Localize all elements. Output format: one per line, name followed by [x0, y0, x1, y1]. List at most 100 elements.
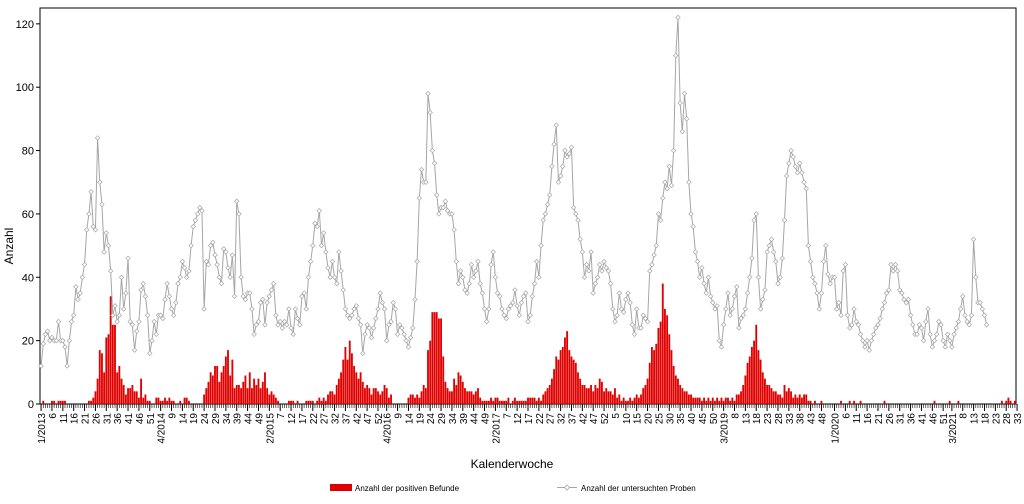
bar: [724, 397, 727, 404]
bar: [524, 400, 527, 404]
line-point: [353, 303, 359, 309]
line-point: [920, 337, 927, 344]
bar: [470, 391, 473, 404]
bar: [957, 400, 960, 404]
line-point: [914, 331, 920, 337]
bar: [233, 388, 236, 404]
line-point: [642, 315, 649, 322]
bar: [327, 394, 329, 404]
bar: [227, 350, 229, 404]
x-tick-label: 32: [557, 413, 568, 425]
bar: [98, 350, 101, 404]
bar: [170, 400, 173, 404]
line-point: [123, 290, 129, 296]
x-tick-label: 31: [102, 413, 113, 425]
line-point: [377, 290, 383, 296]
bar: [183, 397, 186, 404]
x-tick-label: 21: [81, 413, 92, 425]
line-point: [53, 337, 59, 344]
bar: [655, 343, 658, 404]
line-point: [877, 315, 883, 322]
x-tick-label: 38: [796, 413, 807, 425]
line-point: [281, 318, 288, 325]
line-point: [168, 306, 175, 312]
bar: [203, 394, 206, 404]
bar: [277, 400, 279, 404]
bar: [587, 388, 590, 404]
line-point: [890, 268, 896, 274]
bar: [296, 400, 299, 404]
x-tick-label: 52: [600, 413, 611, 425]
bar: [553, 369, 556, 404]
line-point: [960, 293, 966, 299]
line-point: [694, 258, 701, 265]
line-point: [116, 312, 123, 318]
x-tick-label: 2/2015: [265, 413, 276, 444]
line-point: [301, 290, 307, 296]
bar: [268, 394, 271, 404]
bar: [479, 397, 482, 404]
line-point: [564, 154, 570, 160]
line-point: [362, 331, 368, 337]
line-point: [242, 296, 249, 303]
bar: [418, 397, 421, 404]
bar: [407, 397, 410, 404]
bar: [211, 375, 214, 404]
line-point: [407, 334, 414, 341]
line-point: [597, 261, 603, 268]
line-point: [699, 265, 705, 271]
bar: [331, 391, 334, 404]
y-tick-label: 40: [22, 272, 34, 284]
x-tick-label: 49: [254, 413, 265, 425]
bar: [633, 397, 636, 404]
bar: [457, 372, 460, 404]
line-point: [199, 208, 205, 214]
bar: [670, 350, 673, 404]
line-point: [316, 208, 323, 214]
line-point: [775, 280, 781, 287]
line-point: [949, 344, 955, 350]
bar: [96, 378, 99, 404]
bar: [374, 388, 377, 404]
line-point: [629, 322, 636, 328]
bar: [161, 400, 164, 404]
line-point: [203, 258, 209, 265]
line-point: [320, 230, 327, 236]
line-point: [620, 309, 627, 315]
line-point: [662, 179, 668, 185]
bar: [585, 388, 588, 404]
line-point: [614, 312, 620, 318]
bar: [607, 391, 610, 404]
line-point: [44, 328, 51, 334]
bar: [518, 400, 521, 404]
line-point: [570, 204, 577, 211]
line-point: [342, 306, 349, 312]
bar: [148, 400, 151, 404]
line-point: [729, 306, 736, 312]
line-point: [260, 296, 266, 303]
bar: [627, 400, 629, 404]
line-point: [79, 274, 86, 280]
line-point: [331, 274, 338, 280]
line-point: [175, 280, 181, 287]
line-point: [207, 242, 214, 249]
x-axis: 1/2013 6 11 16 21 26 31 36 41 46 51 4/2014 9 14 19 24 29…: [37, 404, 1024, 444]
line-point: [475, 258, 481, 265]
bar: [322, 397, 325, 404]
line-point: [518, 299, 525, 306]
line-point: [375, 306, 381, 312]
line-point: [714, 303, 720, 309]
line-point: [238, 274, 244, 280]
bar: [503, 400, 506, 404]
line-point: [875, 322, 881, 328]
line-point: [494, 290, 501, 296]
line-point: [603, 265, 609, 271]
line-point: [592, 280, 599, 287]
line-point: [401, 331, 407, 337]
x-tick-label: 47: [363, 413, 374, 425]
bar: [414, 397, 416, 404]
line-point: [510, 299, 516, 306]
line-point: [151, 318, 157, 325]
bar: [1009, 400, 1012, 404]
bar: [440, 318, 442, 404]
